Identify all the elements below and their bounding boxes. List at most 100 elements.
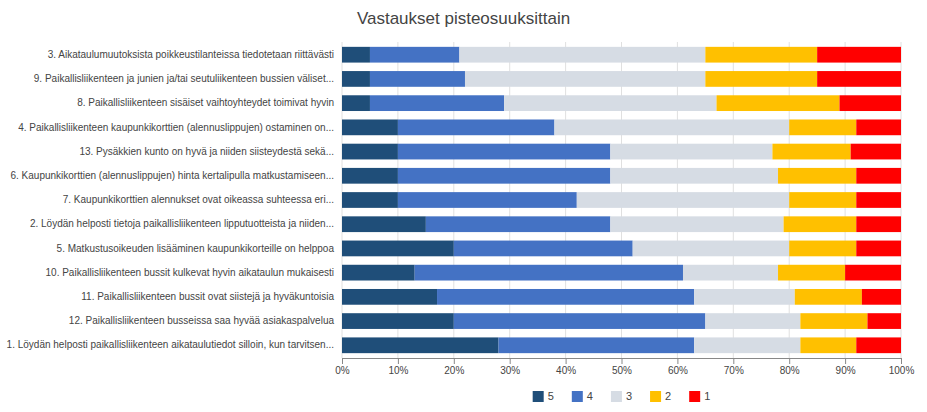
bar <box>342 71 370 87</box>
y-tick-label: 7. Kaupunkikorttien alennukset ovat oike… <box>63 194 334 205</box>
legend-label: 1 <box>704 390 710 402</box>
x-tick-mark <box>789 358 790 364</box>
bar <box>342 119 398 135</box>
bar <box>633 241 790 257</box>
bar <box>856 119 901 135</box>
bar <box>342 95 370 111</box>
x-tick: 90% <box>836 358 856 376</box>
legend-label: 5 <box>548 390 554 402</box>
bar-series <box>817 47 901 353</box>
chart-title: Vastaukset pisteosuuksittain <box>357 9 570 28</box>
bar <box>610 144 772 160</box>
bar <box>342 313 454 329</box>
bar <box>856 192 901 208</box>
x-tick: 60% <box>668 358 688 376</box>
chart-svg: Vastaukset pisteosuuksittain 0% 10% 20% 30% 4… <box>0 0 927 412</box>
y-tick: 7. Kaupunkikorttien alennukset ovat oike… <box>63 194 334 205</box>
bar-series <box>705 47 867 353</box>
bar <box>370 71 465 87</box>
bar <box>778 168 856 184</box>
y-tick-label: 3. Aikataulumuutoksista poikkeustilantei… <box>48 49 334 60</box>
bar <box>342 47 370 63</box>
bar <box>694 337 800 353</box>
bars <box>342 47 901 353</box>
x-tick-label: 70% <box>724 365 744 376</box>
bar <box>856 168 901 184</box>
bar <box>856 337 901 353</box>
legend: 54321 <box>533 390 711 402</box>
y-tick: 2. Löydän helposti tietoja paikallisliik… <box>30 218 334 229</box>
bar <box>342 192 398 208</box>
x-tick-mark <box>901 358 902 364</box>
bar <box>851 144 901 160</box>
x-tick-label: 20% <box>444 365 464 376</box>
y-tick: 13. Pysäkkien kunto on hyvä ja niiden si… <box>79 146 334 157</box>
y-tick: 4. Paikallisliikenteen kaupunkikorttien … <box>18 122 334 133</box>
legend-item: 1 <box>689 390 710 402</box>
legend-label: 4 <box>587 390 593 402</box>
bar <box>342 265 415 281</box>
bar <box>504 95 716 111</box>
bar <box>610 216 783 232</box>
x-tick-mark <box>733 358 734 364</box>
bar <box>459 47 705 63</box>
legend-swatch <box>572 391 583 402</box>
bar <box>795 289 862 305</box>
y-tick: 1. Löydän helposti paikallisliikenteen a… <box>7 339 334 350</box>
x-tick-label: 10% <box>388 365 408 376</box>
x-tick-mark <box>677 358 678 364</box>
bar <box>694 289 795 305</box>
bar <box>554 119 789 135</box>
bar <box>867 313 901 329</box>
chart-container: Vastaukset pisteosuuksittain 0% 10% 20% 30% 4… <box>0 0 927 412</box>
x-tick-mark <box>454 358 455 364</box>
bar <box>499 337 695 353</box>
y-tick-label: 10. Paikallisliikenteen bussit kulkevat … <box>46 267 334 278</box>
bar <box>800 337 856 353</box>
x-tick-mark <box>342 358 343 364</box>
bar <box>398 144 610 160</box>
bar <box>454 313 706 329</box>
x-tick-mark <box>845 358 846 364</box>
x-tick-label: 0% <box>335 365 350 376</box>
y-tick-label: 9. Paikallisliikenteen ja junien ja/tai … <box>34 73 334 84</box>
legend-swatch <box>650 391 661 402</box>
bar-series <box>459 47 800 353</box>
y-tick: 10. Paikallisliikenteen bussit kulkevat … <box>46 267 334 278</box>
bar <box>398 192 577 208</box>
legend-swatch <box>689 391 700 402</box>
y-tick-label: 4. Paikallisliikenteen kaupunkikorttien … <box>18 122 334 133</box>
bar <box>398 168 610 184</box>
bar <box>454 241 633 257</box>
x-tick-label: 100% <box>889 365 915 376</box>
bar <box>705 313 800 329</box>
legend-swatch <box>533 391 544 402</box>
bar <box>370 47 459 63</box>
x-tick-label: 80% <box>780 365 800 376</box>
bar <box>789 241 856 257</box>
x-tick-label: 60% <box>668 365 688 376</box>
bar <box>717 95 840 111</box>
x-tick: 40% <box>556 358 576 376</box>
y-tick-label: 13. Pysäkkien kunto on hyvä ja niiden si… <box>79 146 334 157</box>
x-tick-label: 90% <box>836 365 856 376</box>
legend-swatch <box>611 391 622 402</box>
y-tick: 5. Matkustusoikeuden lisääminen kaupunki… <box>57 243 335 254</box>
y-tick-label: 2. Löydän helposti tietoja paikallisliik… <box>30 218 334 229</box>
bar <box>789 192 856 208</box>
y-axis: 3. Aikataulumuutoksista poikkeustilantei… <box>7 49 335 351</box>
bar <box>342 289 437 305</box>
x-tick-label: 30% <box>500 365 520 376</box>
bar <box>800 313 867 329</box>
legend-item: 4 <box>572 390 593 402</box>
bar <box>862 289 901 305</box>
y-tick-label: 8. Paikallisliikenteen sisäiset vaihtoyh… <box>77 97 334 108</box>
y-tick: 3. Aikataulumuutoksista poikkeustilantei… <box>48 49 334 60</box>
x-tick-mark <box>566 358 567 364</box>
y-tick-label: 12. Paikallisliikenteen busseissa saa hy… <box>69 315 335 326</box>
bar <box>610 168 778 184</box>
bar <box>705 47 817 63</box>
y-tick-label: 11. Paikallisliikenteen bussit ovat siis… <box>81 291 334 302</box>
bar <box>426 216 610 232</box>
x-tick-label: 40% <box>556 365 576 376</box>
